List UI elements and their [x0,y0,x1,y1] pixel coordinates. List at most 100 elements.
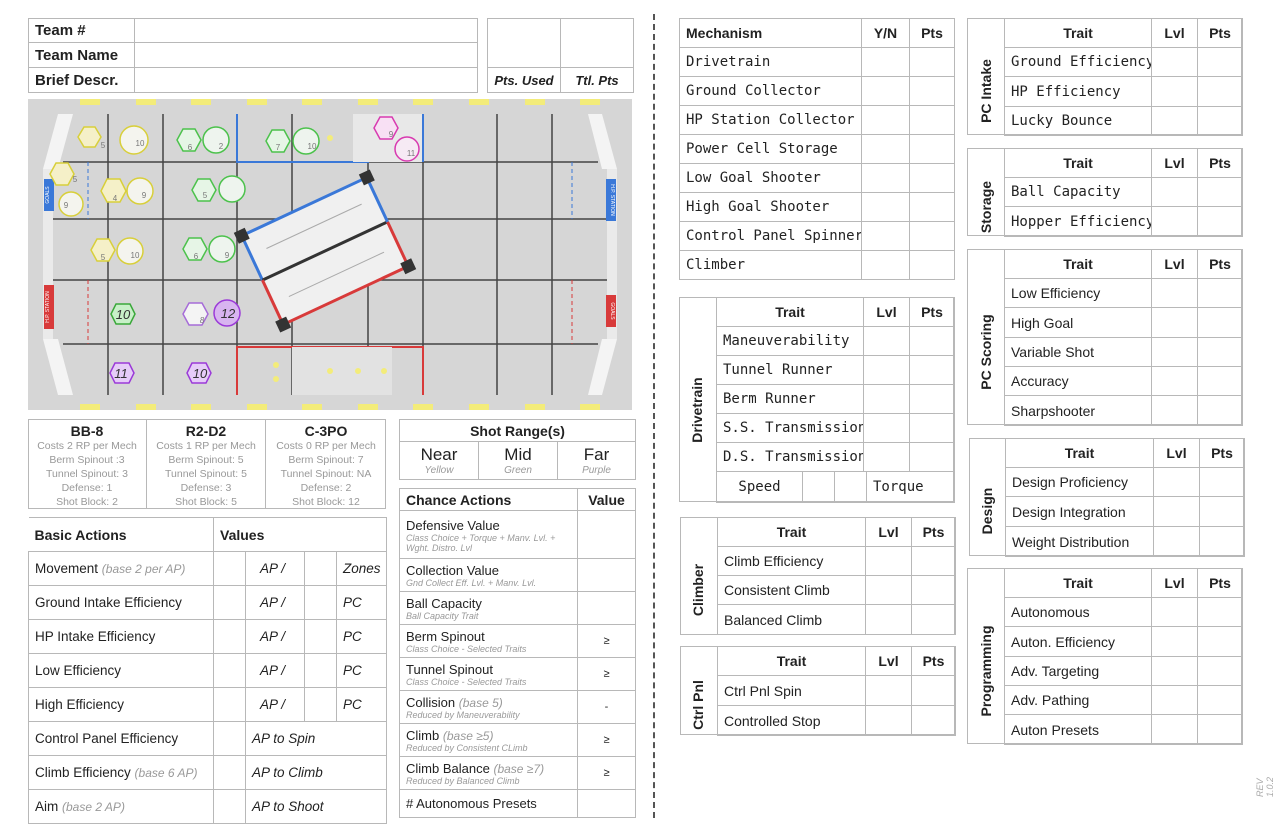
pts-field[interactable] [911,675,956,706]
value-field[interactable] [304,687,337,722]
yn-field[interactable] [861,105,910,135]
pts-field[interactable] [1197,656,1243,686]
yn-field[interactable] [861,250,910,280]
lvl-field[interactable] [1153,496,1200,527]
lvl-field[interactable] [1151,177,1198,207]
pts-field[interactable] [909,192,955,222]
value-field[interactable] [213,687,246,722]
pts-field[interactable] [1197,714,1243,745]
chance-value[interactable]: ≥ [577,657,636,691]
pts-field[interactable] [1197,278,1243,308]
chance-value[interactable]: ≥ [577,624,636,658]
lvl-field[interactable] [865,575,912,605]
pts-field[interactable] [909,355,955,385]
pts-field[interactable] [909,221,955,251]
chance-value[interactable] [577,789,636,818]
pts-field[interactable] [909,384,955,414]
range-far[interactable]: Far Purple [556,441,637,480]
lvl-field[interactable] [1153,526,1200,557]
pts-field[interactable] [1197,626,1243,657]
chance-value[interactable]: - [577,690,636,724]
chance-value[interactable] [577,558,636,592]
value-field[interactable] [213,551,246,586]
yn-field[interactable] [861,192,910,222]
lvl-field[interactable] [863,413,910,443]
pts-field[interactable] [1197,206,1243,237]
range-near[interactable]: Near Yellow [399,441,479,480]
pts-field[interactable] [909,47,955,77]
lvl-field[interactable] [1151,714,1198,745]
lvl-field[interactable] [865,675,912,706]
yn-field[interactable] [861,134,910,164]
lvl-field[interactable] [1151,626,1198,657]
pts-used-field[interactable] [487,18,561,68]
pts-field[interactable] [1197,106,1243,136]
pts-field[interactable] [909,326,955,356]
range-mid[interactable]: Mid Green [478,441,558,480]
pts-field[interactable] [909,134,955,164]
value-field[interactable] [213,721,246,756]
pts-field[interactable] [909,413,955,443]
lvl-field[interactable] [1151,685,1198,715]
lvl-field[interactable] [1151,307,1198,338]
chance-value[interactable] [577,591,636,625]
lvl-field[interactable] [1151,366,1198,396]
lvl-field[interactable] [865,604,912,635]
value-field[interactable] [213,789,246,824]
pts-field[interactable] [1197,177,1243,207]
lvl-field[interactable] [1151,106,1198,136]
pts-field[interactable] [1197,597,1243,627]
team-number-field[interactable] [134,18,478,43]
pts-field[interactable] [1199,526,1245,557]
value-field[interactable] [213,619,246,654]
pts-field[interactable] [909,76,955,106]
pts-field[interactable] [1197,366,1243,396]
pts-field[interactable] [909,442,955,472]
ttl-pts-field[interactable] [560,18,634,68]
pts-field[interactable] [909,105,955,135]
value-field[interactable] [304,585,337,620]
speed-field[interactable] [802,471,835,503]
lvl-field[interactable] [1151,76,1198,107]
value-field[interactable] [213,653,246,688]
chance-value[interactable]: ≥ [577,723,636,757]
pts-field[interactable] [909,163,955,193]
lvl-field[interactable] [863,442,910,472]
lvl-field[interactable] [1151,47,1198,77]
lvl-field[interactable] [863,326,910,356]
value-field[interactable] [304,653,337,688]
pts-field[interactable] [1197,337,1243,367]
value-field[interactable] [213,585,246,620]
brief-descr-field[interactable] [134,67,478,93]
lvl-field[interactable] [1151,337,1198,367]
pts-field[interactable] [1197,76,1243,107]
yn-field[interactable] [861,47,910,77]
lvl-field[interactable] [1151,206,1198,237]
lvl-field[interactable] [1151,395,1198,426]
chance-value[interactable]: ≥ [577,756,636,790]
value-field[interactable] [304,551,337,586]
yn-field[interactable] [861,163,910,193]
pts-field[interactable] [911,546,956,576]
lvl-field[interactable] [865,705,912,736]
pts-field[interactable] [911,604,956,635]
pts-field[interactable] [1197,47,1243,77]
pts-field[interactable] [909,250,955,280]
chance-value[interactable] [577,510,636,559]
pts-field[interactable] [911,575,956,605]
yn-field[interactable] [861,221,910,251]
value-field[interactable] [304,619,337,654]
yn-field[interactable] [861,76,910,106]
lvl-field[interactable] [1151,597,1198,627]
team-name-field[interactable] [134,42,478,68]
pts-field[interactable] [1199,496,1245,527]
torque-field[interactable] [834,471,867,503]
lvl-field[interactable] [863,384,910,414]
pts-field[interactable] [1199,467,1245,497]
lvl-field[interactable] [865,546,912,576]
lvl-field[interactable] [1151,278,1198,308]
pts-field[interactable] [1197,395,1243,426]
pts-field[interactable] [911,705,956,736]
value-field[interactable] [213,755,246,790]
lvl-field[interactable] [1153,467,1200,497]
